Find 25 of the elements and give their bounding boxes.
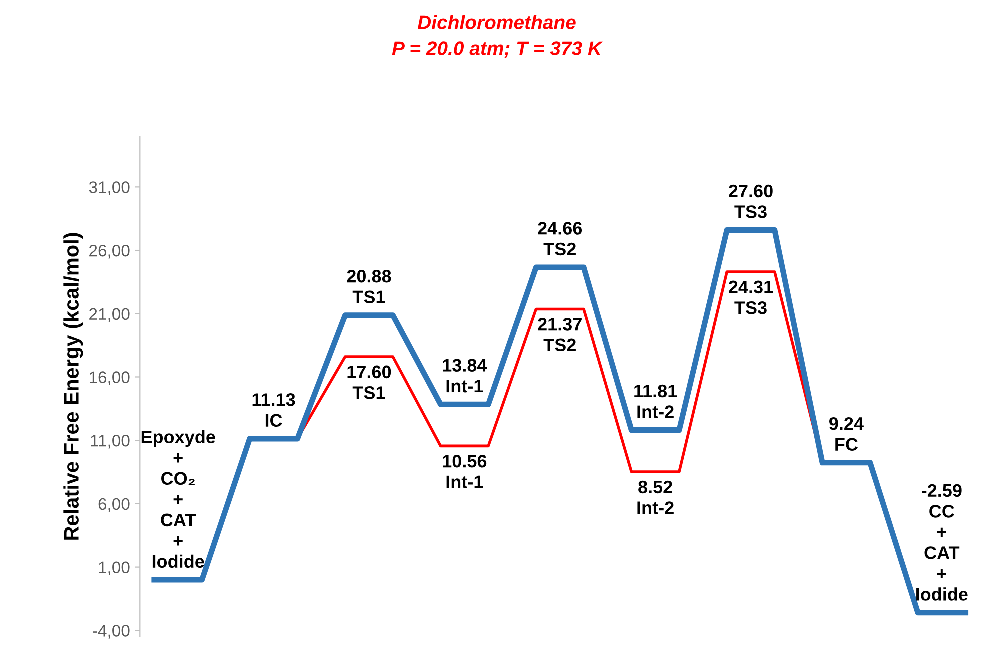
data-label: 21.37 TS2 bbox=[538, 318, 582, 352]
data-label: 10.56 Int-1 bbox=[443, 454, 487, 489]
data-label: 27.60 TS3 bbox=[729, 184, 773, 218]
data-label: 24.31 TS3 bbox=[729, 280, 774, 314]
y-tick-label: 1,00 bbox=[99, 562, 130, 576]
y-tick-label: 26,00 bbox=[90, 244, 130, 259]
chart-subtitle: P = 20.0 atm; T = 373 K bbox=[392, 42, 604, 58]
data-label: -2.59 CC + CAT + Iodide bbox=[916, 484, 968, 601]
data-label: 24.66 TS2 bbox=[538, 222, 582, 256]
y-tick-label: 11,00 bbox=[91, 435, 130, 449]
y-tick-label: 21,00 bbox=[90, 308, 130, 322]
y-tick-label: 6,00 bbox=[98, 498, 130, 512]
y-tick-label: -4,00 bbox=[93, 625, 130, 639]
chart-title: Dichloromethane bbox=[418, 15, 576, 30]
data-label: 13.84 Int-1 bbox=[443, 359, 488, 393]
data-label: 20.88 TS1 bbox=[347, 270, 392, 304]
data-label: 17.60 TS1 bbox=[348, 366, 392, 400]
data-label: 9.24 FC bbox=[830, 417, 864, 451]
data-label: 11.13 IC bbox=[252, 394, 296, 428]
y-tick-label: 16,00 bbox=[90, 372, 130, 386]
y-axis-title: Relative Free Energy (kcal/mol) bbox=[64, 233, 84, 540]
data-label: 11.81 Int-2 bbox=[634, 384, 678, 418]
y-tick-label: 31,00 bbox=[89, 182, 130, 196]
data-label: 8.52 Int-2 bbox=[638, 480, 674, 514]
data-label: Epoxyde + CO₂ + CAT + Iodide bbox=[142, 430, 216, 568]
